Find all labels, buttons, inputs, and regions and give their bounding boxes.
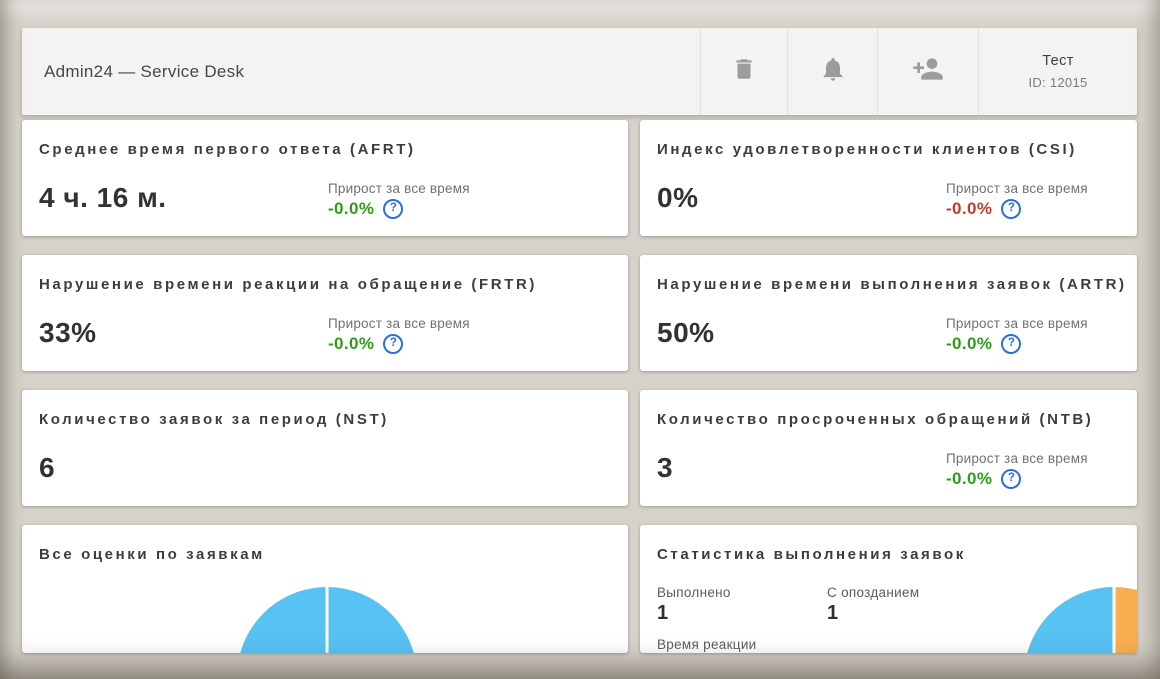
kpi-card-csi: Индекс удовлетворенности клиентов (CSI) … xyxy=(640,120,1137,236)
card-title: Все оценки по заявкам xyxy=(39,546,265,563)
notifications-button[interactable] xyxy=(787,28,877,115)
card-title: Нарушение времени реакции на обращение (… xyxy=(39,276,537,293)
card-title: Индекс удовлетворенности клиентов (CSI) xyxy=(657,141,1077,158)
growth-label: Прирост за все время xyxy=(946,316,1088,331)
kpi-card-frtr: Нарушение времени реакции на обращение (… xyxy=(22,255,628,371)
help-icon[interactable]: ? xyxy=(1001,469,1022,489)
stat-late-value: 1 xyxy=(827,602,839,624)
growth-value: -0.0% xyxy=(946,199,993,218)
kpi-value: 4 ч. 16 м. xyxy=(39,182,167,213)
growth-block: Прирост за все время -0.0% ? xyxy=(328,316,470,354)
stat-late-label: С опозданием xyxy=(827,585,920,600)
growth-value: -0.0% xyxy=(946,469,993,488)
add-user-button[interactable] xyxy=(877,28,978,115)
kpi-value: 50% xyxy=(657,317,715,348)
stat-reaction-label: Время реакции xyxy=(657,637,757,652)
app-title: Admin24 — Service Desk xyxy=(44,61,245,81)
user-id: ID: 12015 xyxy=(1028,75,1088,90)
stats-chart-card: Статистика выполнения заявок Выполнено 1… xyxy=(640,525,1137,653)
card-title: Статистика выполнения заявок xyxy=(657,546,966,563)
stat-done-label: Выполнено xyxy=(657,585,731,600)
stat-done-value: 1 xyxy=(657,602,669,624)
growth-block: Прирост за все время -0.0% ? xyxy=(328,181,470,219)
header-actions: Тест ID: 12015 xyxy=(700,28,1137,115)
delete-button[interactable] xyxy=(700,28,787,115)
help-icon[interactable]: ? xyxy=(383,334,404,354)
card-title: Количество заявок за период (NST) xyxy=(39,411,389,428)
growth-block: Прирост за все время -0.0% ? xyxy=(946,451,1088,489)
growth-value: -0.0% xyxy=(946,334,993,353)
help-icon[interactable]: ? xyxy=(383,199,404,219)
growth-label: Прирост за все время xyxy=(946,181,1088,196)
growth-value: -0.0% xyxy=(328,334,375,353)
kpi-value: 6 xyxy=(39,452,56,483)
growth-label: Прирост за все время xyxy=(946,451,1088,466)
growth-value: -0.0% xyxy=(328,199,375,218)
stats-pie-chart xyxy=(1024,587,1137,653)
ratings-pie-chart xyxy=(240,587,414,653)
growth-block: Прирост за все время -0.0% ? xyxy=(946,181,1088,219)
kpi-card-ntb: Количество просроченных обращений (NTB) … xyxy=(640,390,1137,506)
growth-label: Прирост за все время xyxy=(328,316,470,331)
card-title: Нарушение времени выполнения заявок (ART… xyxy=(657,276,1127,293)
kpi-card-nst: Количество заявок за период (NST) 6 xyxy=(22,390,628,506)
bell-icon xyxy=(819,55,847,88)
user-menu[interactable]: Тест ID: 12015 xyxy=(978,28,1137,115)
card-title: Количество просроченных обращений (NTB) xyxy=(657,411,1094,428)
kpi-value: 0% xyxy=(657,182,699,213)
kpi-card-afrt: Среднее время первого ответа (AFRT) 4 ч.… xyxy=(22,120,628,236)
app-header: Admin24 — Service Desk Тест ID: 12015 xyxy=(22,28,1137,115)
user-name: Тест xyxy=(1042,53,1074,69)
growth-block: Прирост за все время -0.0% ? xyxy=(946,316,1088,354)
growth-label: Прирост за все время xyxy=(328,181,470,196)
card-title: Среднее время первого ответа (AFRT) xyxy=(39,141,416,158)
kpi-value: 3 xyxy=(657,452,674,483)
kpi-card-artr: Нарушение времени выполнения заявок (ART… xyxy=(640,255,1137,371)
trash-icon xyxy=(731,56,757,87)
pie-slice-done[interactable] xyxy=(1024,587,1114,653)
help-icon[interactable]: ? xyxy=(1001,199,1022,219)
help-icon[interactable]: ? xyxy=(1001,334,1022,354)
ratings-chart-card: Все оценки по заявкам xyxy=(22,525,628,653)
person-add-icon xyxy=(912,53,944,90)
kpi-value: 33% xyxy=(39,317,97,348)
